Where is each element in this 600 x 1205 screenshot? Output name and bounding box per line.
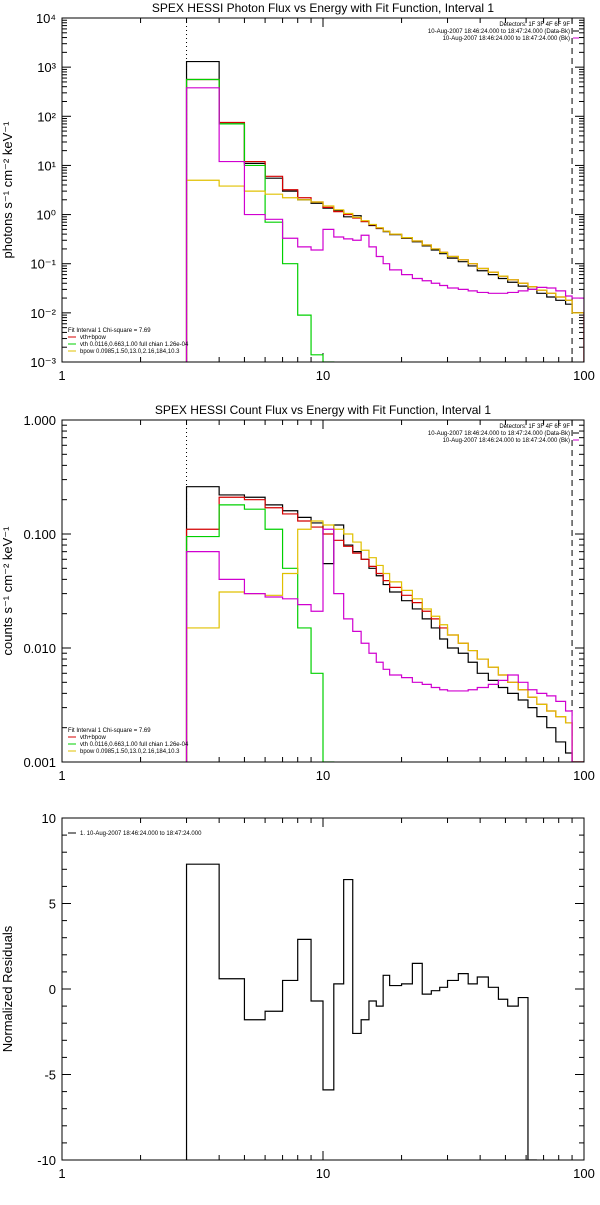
y-tick-label: -5 xyxy=(44,1068,56,1083)
legend: 1. 10-Aug-2007 18:46:24.000 to 18:47:24.… xyxy=(68,831,202,837)
x-axis: 1 10 100 xyxy=(58,818,595,1181)
chart-panel-1: SPEX HESSI Photon Flux vs Energy with Fi… xyxy=(0,1,595,383)
chart-panel-3: Normalized Residuals 1 10 100 -10 -5 0 5 10 1. 10… xyxy=(0,811,595,1181)
legend-entry: vth 0.0116,0.663,1.00 full chian 1.26e-0… xyxy=(80,342,189,348)
series-fit_total xyxy=(185,496,584,762)
y-tick-label: 0.100 xyxy=(23,527,56,542)
x-tick-label: 100 xyxy=(573,368,595,383)
y-axis-label: photons s⁻¹ cm⁻² keV⁻¹ xyxy=(0,121,15,259)
y-tick-label: 10⁴ xyxy=(36,11,56,26)
x-tick-label: 100 xyxy=(573,1166,595,1181)
y-axis-label: Normalized Residuals xyxy=(0,925,15,1052)
plot-frame xyxy=(61,419,585,763)
y-tick-label: 5 xyxy=(49,897,56,912)
series-background xyxy=(185,528,584,762)
info-line: Detectors: 1F 3F 4F 6F 9F xyxy=(499,424,570,430)
series-vth xyxy=(185,78,335,362)
plot-frame xyxy=(61,817,585,1161)
series-bpow xyxy=(185,179,584,362)
y-tick-label: 10⁻¹ xyxy=(30,257,56,272)
legend-entry: vth 0.0116,0.663,1.00 full chian 1.26e-0… xyxy=(80,742,189,748)
legend-header: Fit Interval 1 Chi-square = 7.69 xyxy=(68,728,151,734)
series-group xyxy=(185,60,584,362)
series-group xyxy=(185,486,584,762)
series-group xyxy=(185,863,537,1160)
series-data xyxy=(185,60,584,362)
chart-panel-2: SPEX HESSI Count Flux vs Energy with Fit… xyxy=(0,403,595,783)
legend-header: Fit Interval 1 Chi-square = 7.69 xyxy=(68,328,151,334)
x-tick-label: 100 xyxy=(573,768,595,783)
legend-entry: bpow 0.0985,1.50,13.0,2.16,184,10.3 xyxy=(80,749,180,755)
y-tick-label: 10⁻² xyxy=(30,306,56,321)
x-tick-label: 1 xyxy=(58,1166,65,1181)
info-line: 10-Aug-2007 18:46:24.000 to 18:47:24.000… xyxy=(428,29,570,35)
series-data xyxy=(185,863,537,1160)
y-tick-label: 10⁰ xyxy=(36,208,56,223)
x-tick-label: 1 xyxy=(58,768,65,783)
y-tick-label: 0 xyxy=(49,982,56,997)
y-tick-label: 10⁻³ xyxy=(30,355,56,370)
y-tick-label: -10 xyxy=(37,1153,56,1168)
chart-title: SPEX HESSI Photon Flux vs Energy with Fi… xyxy=(152,1,494,15)
y-tick-label: 10² xyxy=(37,109,56,124)
series-data xyxy=(185,486,584,762)
y-tick-label: 10 xyxy=(42,811,56,826)
legend-entry: vth+bpow xyxy=(80,735,107,741)
y-tick-label: 10³ xyxy=(37,60,56,75)
x-tick-label: 10 xyxy=(316,1166,330,1181)
info-line: 10-Aug-2007 18:46:24.000 to 18:47:24.000… xyxy=(443,438,570,444)
legend: Fit Interval 1 Chi-square = 7.69vth+bpow… xyxy=(68,728,189,755)
y-tick-label: 0.001 xyxy=(23,755,56,770)
y-tick-label: 0.010 xyxy=(23,641,56,656)
y-axis-label: counts s⁻¹ cm⁻² keV⁻¹ xyxy=(0,526,15,656)
legend-entry: 1. 10-Aug-2007 18:46:24.000 to 18:47:24.… xyxy=(80,831,202,837)
legend-entry: vth+bpow xyxy=(80,335,107,341)
x-tick-label: 10 xyxy=(316,368,330,383)
x-tick-label: 10 xyxy=(316,768,330,783)
plot-frame xyxy=(61,17,585,363)
y-axis: -10 -5 0 5 10 xyxy=(37,811,584,1168)
series-vth xyxy=(185,504,335,762)
series-bpow xyxy=(185,520,584,762)
legend-entry: bpow 0.0985,1.50,13.0,2.16,184,10.3 xyxy=(80,349,180,355)
y-tick-label: 10¹ xyxy=(37,158,56,173)
y-tick-label: 1.000 xyxy=(23,413,56,428)
y-axis: 10⁻³ 10⁻² 10⁻¹ 10⁰ 10¹ 10² 10³ 10⁴ xyxy=(30,11,584,370)
legend: Fit Interval 1 Chi-square = 7.69vth+bpow… xyxy=(68,328,189,355)
x-axis: 1 10 100 xyxy=(58,420,595,783)
x-tick-label: 1 xyxy=(58,368,65,383)
series-background xyxy=(185,87,584,362)
info-line: 10-Aug-2007 18:46:24.000 to 18:47:24.000… xyxy=(443,36,570,42)
info-line: Detectors: 1F 3F 4F 6F 9F xyxy=(499,22,570,28)
info-line: 10-Aug-2007 18:46:24.000 to 18:47:24.000… xyxy=(428,431,570,437)
chart-title: SPEX HESSI Count Flux vs Energy with Fit… xyxy=(155,403,491,417)
y-axis: 0.001 0.010 0.100 1.000 xyxy=(23,413,584,770)
